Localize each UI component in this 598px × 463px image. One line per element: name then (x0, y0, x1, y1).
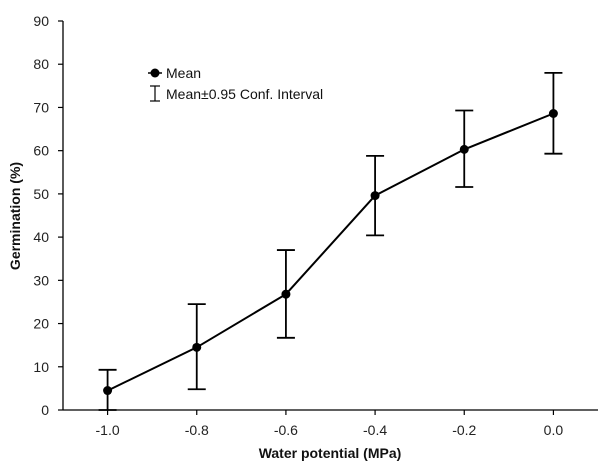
x-tick-label: -1.0 (96, 422, 120, 438)
plot-area (98, 71, 563, 411)
y-tick-label: 30 (33, 272, 49, 288)
y-tick-label: 60 (33, 143, 49, 159)
legend-mean-label: Mean (166, 65, 201, 81)
legend: Mean Mean±0.95 Conf. Interval (148, 65, 323, 102)
y-tick-label: 80 (33, 56, 49, 72)
series-line (107, 112, 554, 392)
x-tick-label: 0.0 (544, 422, 564, 438)
data-point (103, 386, 113, 396)
data-point (370, 191, 380, 201)
data-point (459, 144, 469, 154)
y-tick-label: 10 (33, 359, 49, 375)
y-tick-label: 50 (33, 186, 49, 202)
axes: 0 10 20 30 40 50 60 70 80 90 -1.0 -0.8 -0.6 -0.4 -0.2 0… (33, 13, 598, 438)
x-tick-label: -0.6 (274, 422, 298, 438)
x-tick-label: -0.2 (452, 422, 476, 438)
y-tick-label: 40 (33, 229, 49, 245)
x-tick-label: -0.8 (185, 422, 209, 438)
y-tick-label: 20 (33, 316, 49, 332)
y-tick-label: 90 (33, 13, 49, 29)
legend-ci-label: Mean±0.95 Conf. Interval (166, 86, 323, 102)
y-tick-label: 70 (33, 99, 49, 115)
data-point (281, 289, 291, 299)
x-tick-label: -0.4 (363, 422, 387, 438)
x-axis-title: Water potential (MPa) (259, 445, 402, 461)
data-point (548, 108, 558, 118)
y-axis-title: Germination (%) (7, 162, 23, 270)
y-tick-label: 0 (41, 402, 49, 418)
data-point (192, 342, 202, 352)
